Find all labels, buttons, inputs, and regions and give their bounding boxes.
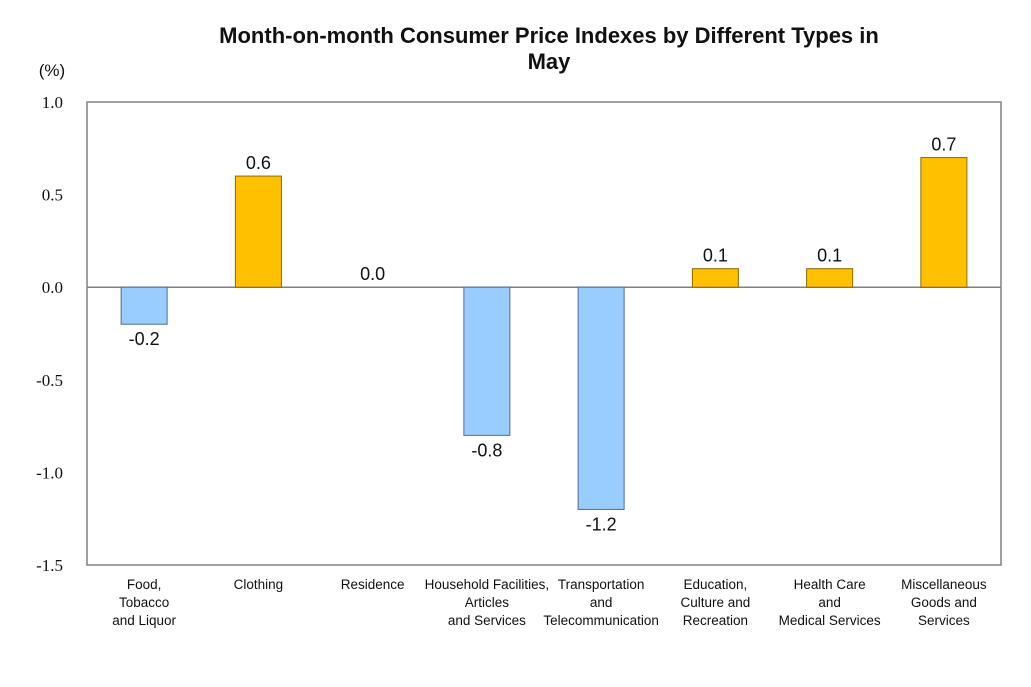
x-tick-label-line: Telecommunication <box>543 613 659 628</box>
x-tick-label-line: Household Facilities, <box>425 577 550 592</box>
x-tick-label-line: Transportation <box>558 577 645 592</box>
x-tick-label-line: Tobacco <box>119 595 169 610</box>
y-axis-ticks: 1.0 0.5 0.0 -0.5 -1.0 -1.5 <box>36 93 63 575</box>
x-tick-label-line: and <box>818 595 841 610</box>
data-label: 0.1 <box>703 246 728 266</box>
x-tick-label-line: Health Care <box>794 577 866 592</box>
x-axis-tick-labels: Food, Tobacco and Liquor Clothing Residence H… <box>112 577 987 628</box>
x-tick-label-line: Goods and <box>911 595 977 610</box>
y-tick-label: 0.0 <box>42 278 63 297</box>
data-labels: -0.2 0.6 0.0 -0.8 -1.2 0.1 0.1 0.7 <box>129 135 957 535</box>
data-label: 0.0 <box>360 264 385 284</box>
y-tick-label: -1.5 <box>36 556 63 575</box>
x-tick-label-line: Recreation <box>683 613 748 628</box>
x-tick-label-line: Miscellaneous <box>901 577 987 592</box>
data-label: 0.1 <box>817 246 842 266</box>
y-axis-unit-label: (%) <box>39 61 65 80</box>
x-tick-label-line: Medical Services <box>779 613 881 628</box>
x-tick-label: Health Care and Medical Services <box>779 577 881 628</box>
x-tick-label: Education, Culture and Recreation <box>680 577 750 628</box>
bar <box>463 286 511 436</box>
x-tick-label-line: Culture and <box>680 595 750 610</box>
x-tick-label-line: Food, <box>127 577 162 592</box>
y-tick-label: 0.5 <box>42 186 63 205</box>
x-tick-label: Miscellaneous Goods and Services <box>901 577 987 628</box>
bar <box>691 268 739 288</box>
y-tick-label: 1.0 <box>42 93 63 112</box>
x-tick-label-line: and <box>590 595 613 610</box>
x-tick-label: Household Facilities, Articles and Service… <box>425 577 550 628</box>
x-tick-label: Residence <box>341 577 405 592</box>
chart-title-line-2: May <box>528 49 572 74</box>
x-tick-label-line: Services <box>918 613 970 628</box>
y-tick-label: -0.5 <box>36 371 63 390</box>
x-tick-label-line: Education, <box>683 577 747 592</box>
data-label: -1.2 <box>586 514 617 534</box>
data-label: -0.2 <box>129 329 160 349</box>
data-label: -0.8 <box>471 440 502 460</box>
bar <box>806 268 854 288</box>
chart-title-line-1: Month-on-month Consumer Price Indexes by… <box>219 23 879 48</box>
bars <box>120 157 968 510</box>
y-tick-label: -1.0 <box>36 463 63 482</box>
bar <box>577 286 625 510</box>
x-tick-label: Clothing <box>234 577 284 592</box>
x-tick-label: Food, Tobacco and Liquor <box>112 577 176 628</box>
x-tick-label-line: Residence <box>341 577 405 592</box>
x-tick-label-line: Clothing <box>234 577 284 592</box>
bar <box>120 286 168 325</box>
x-tick-label: Transportation and Telecommunication <box>543 577 659 628</box>
x-tick-label-line: and Liquor <box>112 613 176 628</box>
x-tick-label-line: and Services <box>448 613 526 628</box>
bar <box>920 157 968 288</box>
bar <box>234 175 282 288</box>
data-label: 0.7 <box>931 135 956 155</box>
data-label: 0.6 <box>246 153 271 173</box>
x-tick-label-line: Articles <box>465 595 510 610</box>
plot-area-frame <box>86 101 1002 566</box>
